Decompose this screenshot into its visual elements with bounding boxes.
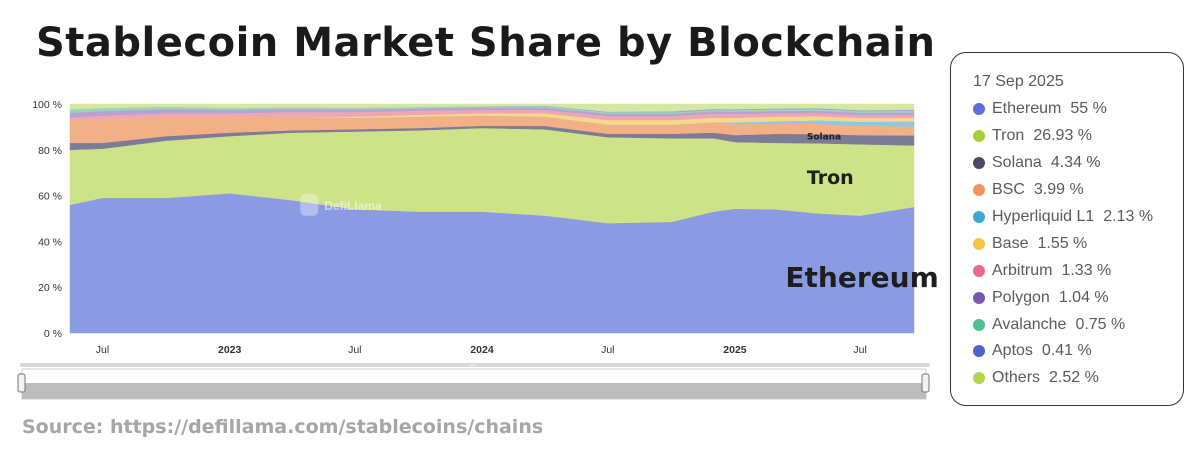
y-tick-label: 80 %	[38, 145, 62, 157]
legend-item-tron: Tron 26.93 %	[973, 123, 1183, 150]
legend-item-name: Avalanche	[992, 315, 1067, 333]
legend-item-value: 1.04 %	[1058, 288, 1109, 306]
legend-dot-icon	[973, 103, 985, 116]
legend-item-base: Base 1.55 %	[973, 230, 1183, 257]
x-tick-label: 2025	[723, 344, 747, 356]
legend-item-avalanche: Avalanche 0.75 %	[973, 311, 1183, 338]
legend-item-polygon: Polygon 1.04 %	[973, 284, 1183, 311]
y-tick-label: 40 %	[38, 236, 62, 248]
legend-item-ethereum: Ethereum 55 %	[973, 96, 1183, 123]
legend-item-solana: Solana 4.34 %	[973, 150, 1183, 177]
legend-item-value: 4.34 %	[1050, 154, 1101, 172]
navigator-track-top	[20, 363, 930, 367]
legend-item-value: 1.33 %	[1061, 261, 1112, 279]
legend-item-value: 55 %	[1070, 100, 1107, 118]
stacked-area-chart: 0 % 20 % 40 % 60 % 80 % 100 % DefiLlama Jul 2023…	[17, 99, 939, 400]
annotation-tron: Tron	[807, 167, 854, 189]
y-tick-label: 0 %	[44, 328, 62, 340]
legend-item-name: Others	[992, 369, 1041, 387]
legend-item-name: Tron	[992, 127, 1025, 145]
legend-item-name: Arbitrum	[992, 261, 1053, 279]
annotation-solana: Solana	[807, 132, 841, 142]
legend-item-others: Others 2.52 %	[973, 365, 1183, 392]
watermark-label: DefiLlama	[324, 199, 382, 213]
legend-dot-icon	[973, 237, 985, 250]
x-tick-label: Jul	[96, 344, 109, 356]
legend-dot-icon	[973, 264, 985, 277]
legend-list: Ethereum 55 % Tron 26.93 % Solana 4.34 % BSC 3.…	[973, 96, 1183, 392]
legend-item-name: Solana	[992, 154, 1042, 172]
legend-date: 17 Sep 2025	[973, 73, 1064, 90]
legend-item-value: 1.55 %	[1037, 234, 1088, 252]
annotation-ethereum: Ethereum	[785, 261, 938, 294]
legend-item-name: Aptos	[992, 342, 1033, 360]
defillama-logo-icon	[300, 193, 319, 216]
y-tick-label: 20 %	[38, 282, 62, 294]
y-tick-label: 60 %	[38, 191, 62, 203]
legend-item-bsc: BSC 3.99 %	[973, 177, 1183, 204]
source-caption: Source: https://defillama.com/stablecoin…	[22, 416, 544, 438]
chart-title: Stablecoin Market Share by Blockchain	[36, 20, 936, 66]
legend-item-name: Ethereum	[992, 100, 1062, 118]
legend-item-arbitrum: Arbitrum 1.33 %	[973, 257, 1183, 284]
x-tick-label: Jul	[853, 344, 866, 356]
x-tick-label: 2023	[218, 344, 242, 356]
legend-panel: 17 Sep 2025 Ethereum 55 % Tron 26.93 % Solan…	[950, 52, 1184, 406]
legend-item-value: 0.75 %	[1075, 315, 1126, 333]
legend-item-value: 3.99 %	[1033, 181, 1084, 199]
x-tick-label: Jul	[601, 344, 614, 356]
navigator-grip-icon: |||	[470, 364, 476, 371]
legend-dot-icon	[973, 291, 985, 304]
legend-dot-icon	[973, 372, 985, 385]
area-series-others	[69, 103, 915, 112]
legend-item-hyperliquid-l1: Hyperliquid L1 2.13 %	[973, 204, 1183, 231]
navigator-mask	[22, 383, 926, 399]
y-tick-label: 100 %	[32, 99, 62, 111]
navigator-left-handle[interactable]	[17, 373, 26, 393]
legend-item-value: 26.93 %	[1033, 127, 1093, 145]
legend-dot-icon	[973, 318, 985, 331]
legend-dot-icon	[973, 184, 985, 197]
legend-dot-icon	[973, 130, 985, 143]
legend-dot-icon	[973, 345, 985, 358]
legend-item-name: Polygon	[992, 288, 1050, 306]
legend-item-value: 2.13 %	[1103, 208, 1154, 225]
legend-item-value: 0.41 %	[1041, 342, 1092, 360]
legend-item-name: Hyperliquid L1	[992, 208, 1095, 225]
legend-item-name: Base	[992, 234, 1029, 252]
navigator-right-handle[interactable]	[921, 373, 930, 393]
legend-item-value: 2.52 %	[1049, 369, 1099, 387]
legend-item-aptos: Aptos 0.41 %	[973, 338, 1183, 365]
legend-item-name: BSC	[992, 181, 1025, 199]
x-tick-label: 2024	[470, 344, 494, 356]
legend-dot-icon	[973, 157, 985, 170]
legend-dot-icon	[973, 211, 985, 223]
x-tick-label: Jul	[348, 344, 361, 356]
